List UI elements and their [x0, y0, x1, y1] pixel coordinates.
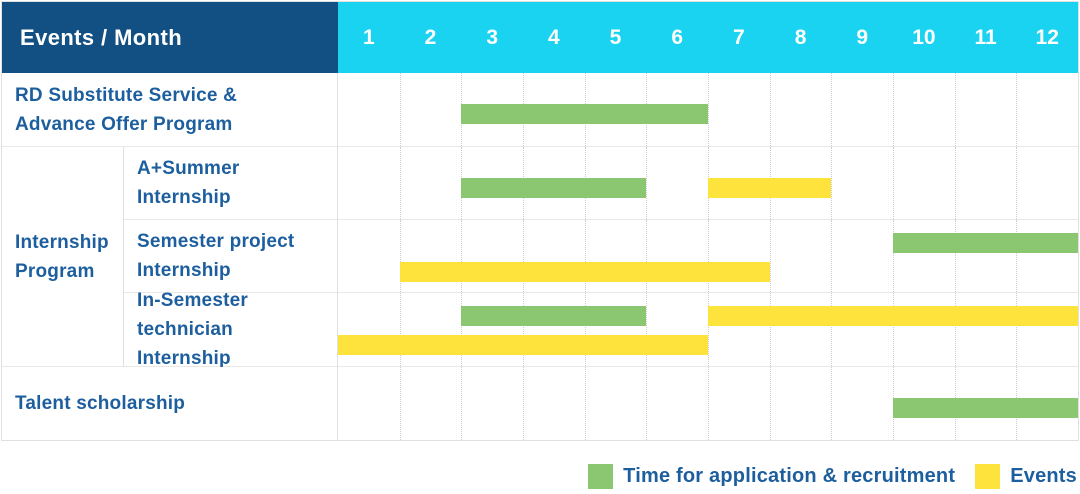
group-label-line: Program	[15, 260, 95, 282]
legend-item-events: Events	[975, 464, 1077, 489]
header-title: Events / Month	[20, 24, 183, 50]
month-gridline	[399, 367, 401, 440]
month-header-cell: 4	[548, 25, 560, 49]
month-gridline	[769, 367, 771, 440]
row-group-internship-program: Internship Program	[2, 147, 124, 367]
row-label-line: technician Internship	[137, 319, 233, 369]
bar-application-recruitment	[461, 104, 708, 124]
month-header-cell: 10	[912, 25, 936, 49]
timeline-row-in-semester-technician-internship	[338, 293, 1078, 367]
row-label-line: Internship	[137, 187, 231, 208]
month-gridline	[461, 293, 463, 366]
month-header-cell: 2	[424, 25, 437, 49]
month-gridline	[399, 73, 401, 146]
month-gridline	[399, 293, 401, 366]
month-gridline	[646, 147, 648, 219]
legend-item-application-recruitment: Time for application & recruitment	[588, 464, 955, 489]
month-header-cell: 11	[974, 25, 997, 49]
row-label-a-plus-summer-internship: A+Summer Internship	[124, 147, 338, 220]
bar-events	[338, 335, 708, 355]
month-header-cell: 8	[794, 25, 807, 49]
month-header-cell: 6	[671, 25, 684, 49]
month-gridline	[584, 220, 586, 292]
legend: Time for application & recruitment Event…	[588, 464, 1077, 489]
bar-events	[708, 306, 1078, 326]
month-gridline	[461, 220, 463, 292]
month-header-row: 1 2 3 4 5 6 7 8 9 10 11 12	[338, 2, 1078, 73]
month-gridline	[831, 147, 833, 219]
month-gridline	[646, 367, 648, 440]
row-label-talent-scholarship: Talent scholarship	[2, 367, 338, 440]
month-gridline	[1016, 220, 1018, 292]
row-label-in-semester-technician-internship: In-Semester technician Internship	[124, 290, 338, 369]
month-gridline	[708, 73, 709, 146]
month-gridline	[584, 367, 586, 440]
month-gridline	[893, 220, 894, 292]
row-label-rd-substitute-service: RD Substitute Service & Advance Offer Pr…	[2, 73, 338, 147]
bar-application-recruitment	[461, 178, 647, 198]
month-gridline	[399, 220, 401, 292]
row-label-line: Talent scholarship	[15, 393, 186, 414]
month-gridline	[523, 293, 524, 366]
month-gridline	[646, 293, 648, 366]
bar-application-recruitment	[461, 306, 647, 326]
month-gridline	[954, 147, 956, 219]
month-gridline	[893, 293, 894, 366]
month-gridline	[646, 220, 648, 292]
month-gridline	[831, 73, 833, 146]
month-gridline	[584, 293, 586, 366]
row-label-line: Advance Offer Program	[15, 113, 233, 135]
legend-label: Events	[1010, 465, 1077, 487]
month-gridline	[893, 147, 894, 219]
month-gridline	[831, 367, 833, 440]
month-gridline	[954, 73, 956, 146]
month-gridline	[523, 367, 524, 440]
table-corner-header: Events / Month	[2, 2, 338, 73]
legend-swatch-yellow	[975, 464, 1001, 489]
month-gridline	[769, 73, 771, 146]
month-header-cell: 5	[609, 25, 622, 49]
month-header-cell: 7	[733, 25, 745, 49]
month-gridline	[1016, 147, 1018, 219]
month-gridline	[399, 147, 401, 219]
row-label-semester-project-internship: Semester project Internship	[124, 220, 338, 293]
schedule-table: Events / Month 1 2 3 4 5 6 7 8 9 10 11 12 RD Substi…	[1, 1, 1079, 441]
month-gridline	[461, 367, 463, 440]
timeline-row-rd-substitute-service	[338, 73, 1078, 147]
bar-events	[708, 178, 832, 198]
month-gridline	[831, 293, 833, 366]
row-label-line: RD Substitute Service &	[15, 84, 238, 106]
month-gridline	[769, 293, 771, 366]
bar-application-recruitment	[893, 398, 1078, 418]
row-label-line: A+Summer	[137, 158, 240, 179]
month-gridline	[523, 220, 524, 292]
month-gridline	[708, 220, 709, 292]
month-gridline	[1016, 73, 1018, 146]
bar-events	[399, 262, 770, 282]
timeline-row-semester-project-internship	[338, 220, 1078, 293]
row-label-line: Semester project	[137, 231, 295, 252]
month-gridline	[954, 220, 956, 292]
month-gridline	[831, 220, 833, 292]
legend-swatch-green	[588, 464, 614, 489]
month-gridline	[769, 220, 771, 292]
month-header-cell: 3	[486, 25, 499, 49]
group-label-line: Internship	[15, 231, 109, 253]
month-header-cell: 9	[856, 25, 869, 49]
month-gridline	[708, 367, 709, 440]
bar-application-recruitment	[893, 233, 1078, 253]
row-label-line: Internship	[137, 260, 231, 281]
timeline-row-a-plus-summer-internship	[338, 147, 1078, 220]
timeline-row-talent-scholarship	[338, 367, 1078, 440]
month-gridline	[1016, 293, 1018, 366]
month-gridline	[893, 73, 894, 146]
row-label-line: In-Semester	[137, 290, 248, 311]
month-gridline	[708, 293, 709, 366]
month-header-cell: 1	[362, 25, 375, 49]
month-gridline	[954, 293, 956, 366]
legend-label: Time for application & recruitment	[623, 465, 956, 487]
month-header-cell: 12	[1035, 25, 1059, 49]
